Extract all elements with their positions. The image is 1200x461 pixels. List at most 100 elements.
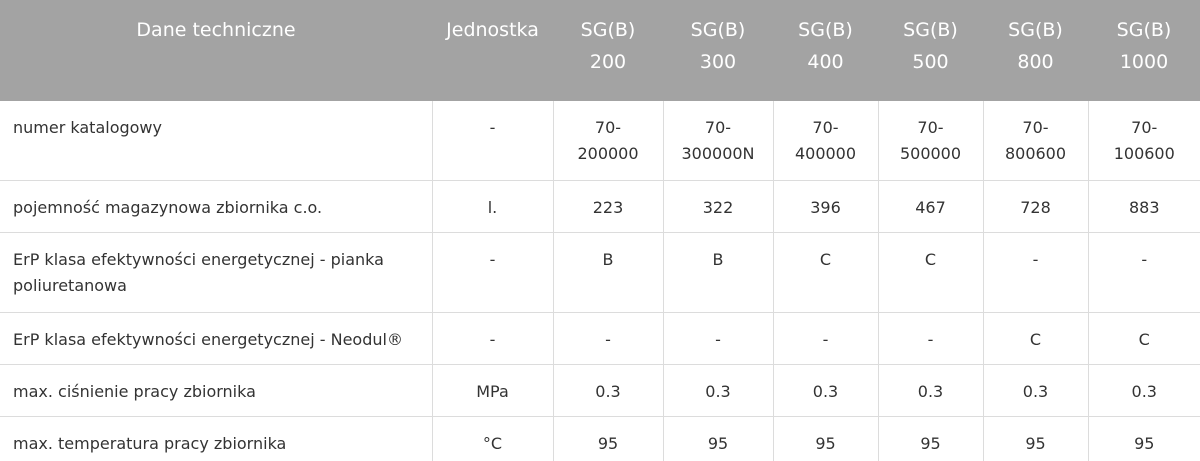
header-text: SG(B) 300 xyxy=(690,19,746,73)
table-cell: 0.3 xyxy=(1087,364,1200,417)
cell-text: max. ciśnienie pracy zbiornika xyxy=(13,382,256,401)
cell-text: - xyxy=(822,330,829,349)
cell-text: pojemność magazynowa zbiornika c.o. xyxy=(13,198,323,217)
cell-text: - xyxy=(1032,250,1039,269)
table-cell: 70-100600 xyxy=(1087,101,1200,181)
header-cell: SG(B) 400 xyxy=(773,0,878,101)
table-cell: °C xyxy=(431,416,554,461)
table-cell: 70-200000 xyxy=(552,101,664,181)
header-text: SG(B) 500 xyxy=(903,19,958,73)
table-cell: 0.3 xyxy=(877,364,984,417)
table-cell: numer katalogowy xyxy=(0,101,433,181)
cell-text: B xyxy=(602,250,614,269)
table-cell: - xyxy=(552,312,664,365)
cell-text: - xyxy=(489,250,496,269)
header-cell: SG(B) 300 xyxy=(663,0,773,101)
table-cell: B xyxy=(552,232,664,313)
cell-text: 322 xyxy=(702,198,734,217)
cell-text: - xyxy=(715,330,721,349)
cell-text: 70-400000 xyxy=(794,118,857,163)
table-cell: 467 xyxy=(877,180,984,233)
header-cell: Jednostka xyxy=(432,0,553,101)
header-cell: SG(B) 200 xyxy=(553,0,663,101)
table-cell: 883 xyxy=(1087,180,1200,233)
table-cell: 95 xyxy=(982,416,1089,461)
table-cell: 95 xyxy=(662,416,774,461)
cell-text: 467 xyxy=(915,198,946,217)
header-text: SG(B) 200 xyxy=(580,19,636,73)
cell-text: 95 xyxy=(920,434,941,453)
cell-text: ErP klasa efektywności energetycznej - N… xyxy=(13,330,403,349)
table-cell: 95 xyxy=(1087,416,1200,461)
cell-text: 0.3 xyxy=(1131,382,1157,401)
table-cell: 70-300000N xyxy=(662,101,774,181)
header-text: Jednostka xyxy=(446,19,539,41)
cell-text: 70-800600 xyxy=(1004,118,1067,163)
cell-text: l. xyxy=(487,198,498,217)
table-cell: B xyxy=(662,232,774,313)
header-cell: SG(B) 1000 xyxy=(1088,0,1200,101)
table-row: numer katalogowy - 70-200000 70-300000N 70-4… xyxy=(0,101,1200,181)
table-cell: C xyxy=(982,312,1089,365)
table-cell: pojemność magazynowa zbiornika c.o. xyxy=(0,180,433,233)
table-cell: 95 xyxy=(552,416,664,461)
cell-text: - xyxy=(1141,250,1148,269)
table-cell: max. temperatura pracy zbiornika xyxy=(0,416,433,461)
header-text: SG(B) 400 xyxy=(798,19,853,73)
cell-text: 0.3 xyxy=(705,382,731,401)
cell-text: 70-300000N xyxy=(681,118,755,163)
cell-text: 95 xyxy=(1134,434,1155,453)
cell-text: 0.3 xyxy=(812,382,839,401)
table-row: max. temperatura pracy zbiornika °C 95 95 95… xyxy=(0,416,1200,461)
table-cell: 0.3 xyxy=(552,364,664,417)
table-cell: 95 xyxy=(772,416,879,461)
table-cell: - xyxy=(662,312,774,365)
cell-text: - xyxy=(605,330,611,349)
header-text: SG(B) 800 xyxy=(1008,19,1063,73)
cell-text: 396 xyxy=(810,198,841,217)
cell-text: 728 xyxy=(1020,198,1051,217)
table-cell: 0.3 xyxy=(662,364,774,417)
table-cell: 728 xyxy=(982,180,1089,233)
cell-text: 0.3 xyxy=(917,382,944,401)
table-cell: MPa xyxy=(431,364,554,417)
table-cell: ErP klasa efektywności energetycznej - N… xyxy=(0,312,433,365)
cell-text: 95 xyxy=(1025,434,1046,453)
table-cell: 70-800600 xyxy=(982,101,1089,181)
cell-text: 70-200000 xyxy=(577,118,639,163)
table-cell: 70-400000 xyxy=(772,101,879,181)
table-cell: - xyxy=(431,312,554,365)
table-cell: max. ciśnienie pracy zbiornika xyxy=(0,364,433,417)
header-row: Dane techniczne Jednostka SG(B) 200 SG(B) 3… xyxy=(0,0,1200,101)
cell-text: 95 xyxy=(707,434,729,453)
table-cell: 0.3 xyxy=(982,364,1089,417)
cell-text: 70-500000 xyxy=(899,118,962,163)
table-cell: - xyxy=(772,312,879,365)
cell-text: 0.3 xyxy=(595,382,621,401)
table-cell: 0.3 xyxy=(772,364,879,417)
table-cell: ErP klasa efektywności energetycznej - p… xyxy=(0,232,433,313)
table-cell: - xyxy=(1087,232,1200,313)
cell-text: °C xyxy=(482,434,503,453)
cell-text: C xyxy=(1029,330,1042,349)
cell-text: C xyxy=(819,250,832,269)
table-row: max. ciśnienie pracy zbiornika MPa 0.3 0.3 0… xyxy=(0,364,1200,417)
table-cell: - xyxy=(431,101,554,181)
table-cell: 396 xyxy=(772,180,879,233)
cell-text: - xyxy=(927,330,934,349)
table-cell: 223 xyxy=(552,180,664,233)
cell-text: 223 xyxy=(592,198,624,217)
table-cell: 70-500000 xyxy=(877,101,984,181)
table-row: pojemność magazynowa zbiornika c.o. l. 223… xyxy=(0,180,1200,233)
cell-text: 883 xyxy=(1128,198,1160,217)
cell-text: C xyxy=(924,250,937,269)
cell-text: - xyxy=(489,330,496,349)
table-row: ErP klasa efektywności energetycznej - p… xyxy=(0,232,1200,313)
cell-text: max. temperatura pracy zbiornika xyxy=(13,434,287,453)
header-cell: SG(B) 800 xyxy=(983,0,1088,101)
cell-text: ErP klasa efektywności energetycznej - p… xyxy=(13,250,384,295)
table-cell: l. xyxy=(431,180,554,233)
cell-text: B xyxy=(712,250,724,269)
